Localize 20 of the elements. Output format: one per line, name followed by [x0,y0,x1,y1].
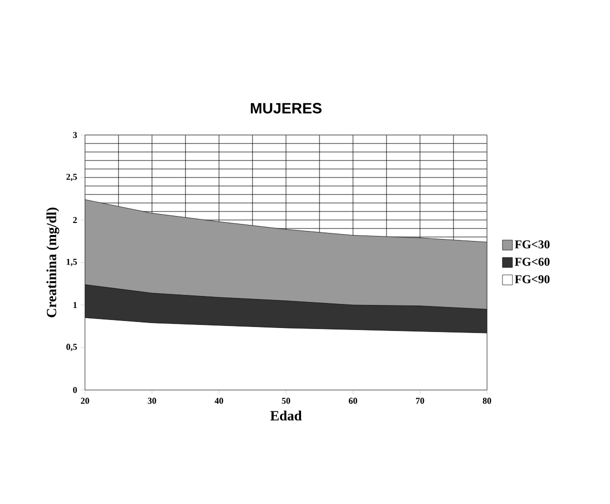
legend-label: FG<30 [514,240,550,248]
y-axis-title: Creatinina (mg/dl) [46,208,60,318]
x-tick-label: 70 [416,398,424,404]
x-tick-label: 50 [282,398,290,404]
y-tick-label: 2 [73,217,77,223]
y-tick-label: 3 [73,132,77,138]
chart-title: MUJERES [250,102,322,114]
legend-label: FG<90 [514,275,550,284]
x-tick-label: 30 [148,398,156,404]
y-tick-label: 2,5 [66,174,77,182]
y-tick-label: 1,5 [66,258,77,266]
x-tick-label: 40 [214,398,224,404]
y-tick-label: 0,5 [66,344,77,352]
y-tick-label: 0 [73,386,77,394]
y-tick-label: 1 [73,302,77,308]
x-axis-title: Edad [270,410,302,420]
x-tick-label: 60 [348,398,358,404]
legend-label: FG<60 [514,258,550,266]
x-tick-label: 80 [482,398,492,404]
x-tick-label: 20 [80,398,90,404]
